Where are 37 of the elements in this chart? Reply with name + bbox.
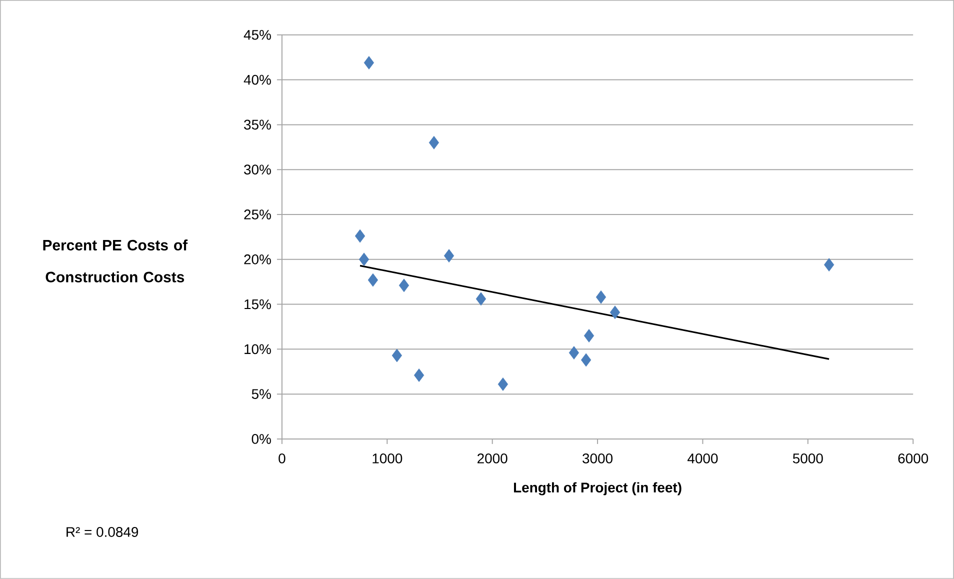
point	[368, 273, 378, 287]
x-axis-title: Length of Project (in feet)	[514, 482, 682, 496]
y-tick-label: 45%	[244, 30, 271, 40]
x-tick-label: 4000	[688, 454, 718, 464]
point	[498, 378, 508, 391]
point	[364, 56, 374, 70]
x-tick-label: 6000	[898, 454, 928, 464]
point	[354, 229, 366, 243]
point	[580, 353, 592, 367]
y-tick-label: 35%	[244, 120, 271, 130]
y-tick-label: 25%	[244, 210, 271, 220]
point	[358, 252, 370, 266]
point	[596, 290, 606, 304]
y-tick-label: 20%	[244, 254, 271, 264]
text: R² = 0.0849	[66, 527, 138, 537]
point	[584, 329, 594, 342]
point	[414, 368, 424, 382]
text: Percent PE Costs of Construction Costs	[43, 240, 188, 282]
point	[428, 136, 440, 150]
point	[824, 258, 834, 272]
point	[476, 292, 486, 306]
x-tick-label: 3000	[582, 454, 613, 464]
point	[610, 306, 620, 320]
y-tick-label: 10%	[244, 344, 271, 354]
point	[444, 249, 454, 263]
point	[398, 278, 410, 292]
point	[568, 346, 580, 360]
y-tick-label: 0%	[252, 434, 271, 444]
point	[392, 348, 402, 362]
x-tick-label: 2000	[478, 454, 508, 464]
y-tick-label: 15%	[244, 299, 271, 310]
x-tick-label: 5000	[792, 454, 823, 464]
x-tick-label: 0	[278, 454, 286, 464]
y-tick-label: 40%	[244, 74, 271, 85]
y-tick-label: 5%	[252, 389, 271, 400]
y-tick-label: 30%	[244, 164, 271, 175]
x-tick-label: 1000	[372, 454, 402, 464]
